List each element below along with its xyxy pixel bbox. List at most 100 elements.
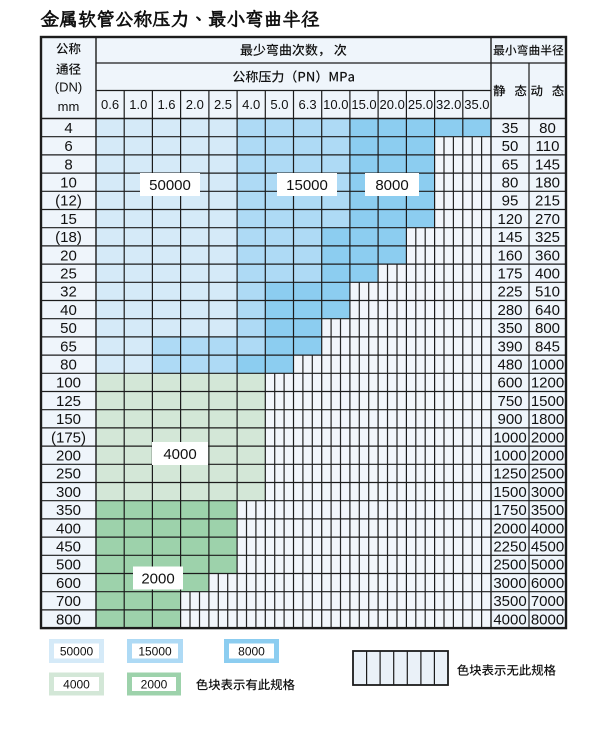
svg-text:0.6: 0.6 <box>101 97 119 112</box>
svg-text:2000: 2000 <box>493 520 526 537</box>
svg-text:80: 80 <box>60 357 77 374</box>
svg-text:65: 65 <box>502 156 519 173</box>
svg-text:50: 50 <box>60 320 77 337</box>
svg-text:145: 145 <box>535 156 560 173</box>
svg-text:4: 4 <box>64 120 72 137</box>
svg-text:4000: 4000 <box>531 520 564 537</box>
svg-text:2000: 2000 <box>141 677 168 691</box>
svg-text:150: 150 <box>56 411 81 428</box>
svg-text:250: 250 <box>56 466 81 483</box>
svg-text:95: 95 <box>502 193 519 210</box>
svg-text:(18): (18) <box>55 229 82 246</box>
svg-text:1000: 1000 <box>493 429 526 446</box>
svg-text:270: 270 <box>535 211 560 228</box>
svg-text:5000: 5000 <box>531 557 564 574</box>
svg-text:20: 20 <box>60 247 77 264</box>
svg-text:145: 145 <box>497 229 522 246</box>
svg-text:(175): (175) <box>51 429 86 446</box>
svg-text:500: 500 <box>56 557 81 574</box>
svg-text:225: 225 <box>497 284 522 301</box>
svg-text:350: 350 <box>497 320 522 337</box>
svg-text:50000: 50000 <box>149 177 191 194</box>
svg-text:125: 125 <box>56 393 81 410</box>
svg-text:160: 160 <box>497 247 522 264</box>
svg-text:1500: 1500 <box>531 393 564 410</box>
svg-text:3000: 3000 <box>531 484 564 501</box>
svg-text:25: 25 <box>60 266 77 283</box>
svg-text:2500: 2500 <box>493 557 526 574</box>
svg-text:1000: 1000 <box>493 448 526 465</box>
svg-text:1750: 1750 <box>493 502 526 519</box>
svg-text:20.0: 20.0 <box>380 97 405 112</box>
svg-text:1.0: 1.0 <box>129 97 147 112</box>
svg-text:15000: 15000 <box>138 644 172 658</box>
svg-text:2000: 2000 <box>531 429 564 446</box>
svg-text:25.0: 25.0 <box>408 97 433 112</box>
svg-text:390: 390 <box>497 338 522 355</box>
svg-text:8000: 8000 <box>375 177 408 194</box>
svg-text:280: 280 <box>497 302 522 319</box>
svg-text:2000: 2000 <box>531 448 564 465</box>
svg-text:2000: 2000 <box>141 570 174 587</box>
svg-text:15.0: 15.0 <box>351 97 376 112</box>
svg-text:6000: 6000 <box>531 575 564 592</box>
svg-text:15000: 15000 <box>286 177 328 194</box>
svg-text:100: 100 <box>56 375 81 392</box>
svg-text:4500: 4500 <box>531 539 564 556</box>
svg-text:8000: 8000 <box>238 644 265 658</box>
svg-text:750: 750 <box>497 393 522 410</box>
svg-text:1200: 1200 <box>531 375 564 392</box>
svg-text:2500: 2500 <box>531 466 564 483</box>
svg-text:3500: 3500 <box>531 502 564 519</box>
svg-text:50000: 50000 <box>60 644 94 658</box>
svg-text:110: 110 <box>536 138 560 155</box>
svg-text:6: 6 <box>64 138 72 155</box>
svg-text:32.0: 32.0 <box>436 97 461 112</box>
svg-text:640: 640 <box>535 302 560 319</box>
svg-text:215: 215 <box>535 193 560 210</box>
svg-text:mm: mm <box>58 99 80 114</box>
svg-text:35.0: 35.0 <box>464 97 489 112</box>
svg-text:300: 300 <box>56 484 81 501</box>
svg-text:510: 510 <box>535 284 560 301</box>
svg-text:325: 325 <box>535 229 560 246</box>
svg-text:900: 900 <box>497 411 522 428</box>
svg-text:180: 180 <box>535 175 560 192</box>
svg-text:2.5: 2.5 <box>214 97 232 112</box>
svg-text:600: 600 <box>497 375 522 392</box>
svg-text:7000: 7000 <box>531 593 564 610</box>
svg-text:400: 400 <box>56 520 81 537</box>
svg-text:1800: 1800 <box>531 411 564 428</box>
svg-text:2250: 2250 <box>493 539 526 556</box>
svg-text:50: 50 <box>502 138 519 155</box>
svg-text:1.6: 1.6 <box>157 97 175 112</box>
svg-text:6.3: 6.3 <box>299 97 317 112</box>
svg-text:40: 40 <box>60 302 77 319</box>
svg-text:8: 8 <box>64 156 72 173</box>
svg-text:4000: 4000 <box>63 677 90 691</box>
svg-text:3000: 3000 <box>493 575 526 592</box>
svg-text:8000: 8000 <box>531 611 564 628</box>
svg-text:10: 10 <box>60 175 77 192</box>
svg-text:(12): (12) <box>55 193 82 210</box>
svg-text:35: 35 <box>502 120 519 137</box>
svg-text:360: 360 <box>535 247 560 264</box>
svg-text:480: 480 <box>497 357 522 374</box>
svg-text:80: 80 <box>502 175 519 192</box>
svg-text:80: 80 <box>539 120 556 137</box>
svg-text:32: 32 <box>60 284 77 301</box>
svg-text:15: 15 <box>60 211 77 228</box>
svg-text:200: 200 <box>56 448 81 465</box>
svg-text:10.0: 10.0 <box>323 97 348 112</box>
svg-text:800: 800 <box>535 320 560 337</box>
svg-text:(DN): (DN) <box>55 80 82 95</box>
svg-text:845: 845 <box>535 338 560 355</box>
svg-text:1500: 1500 <box>493 484 526 501</box>
svg-text:1250: 1250 <box>493 466 526 483</box>
svg-text:65: 65 <box>60 338 77 355</box>
svg-text:120: 120 <box>497 211 522 228</box>
svg-text:2.0: 2.0 <box>186 97 204 112</box>
svg-text:800: 800 <box>56 611 81 628</box>
svg-text:4000: 4000 <box>493 611 526 628</box>
svg-text:700: 700 <box>56 593 81 610</box>
